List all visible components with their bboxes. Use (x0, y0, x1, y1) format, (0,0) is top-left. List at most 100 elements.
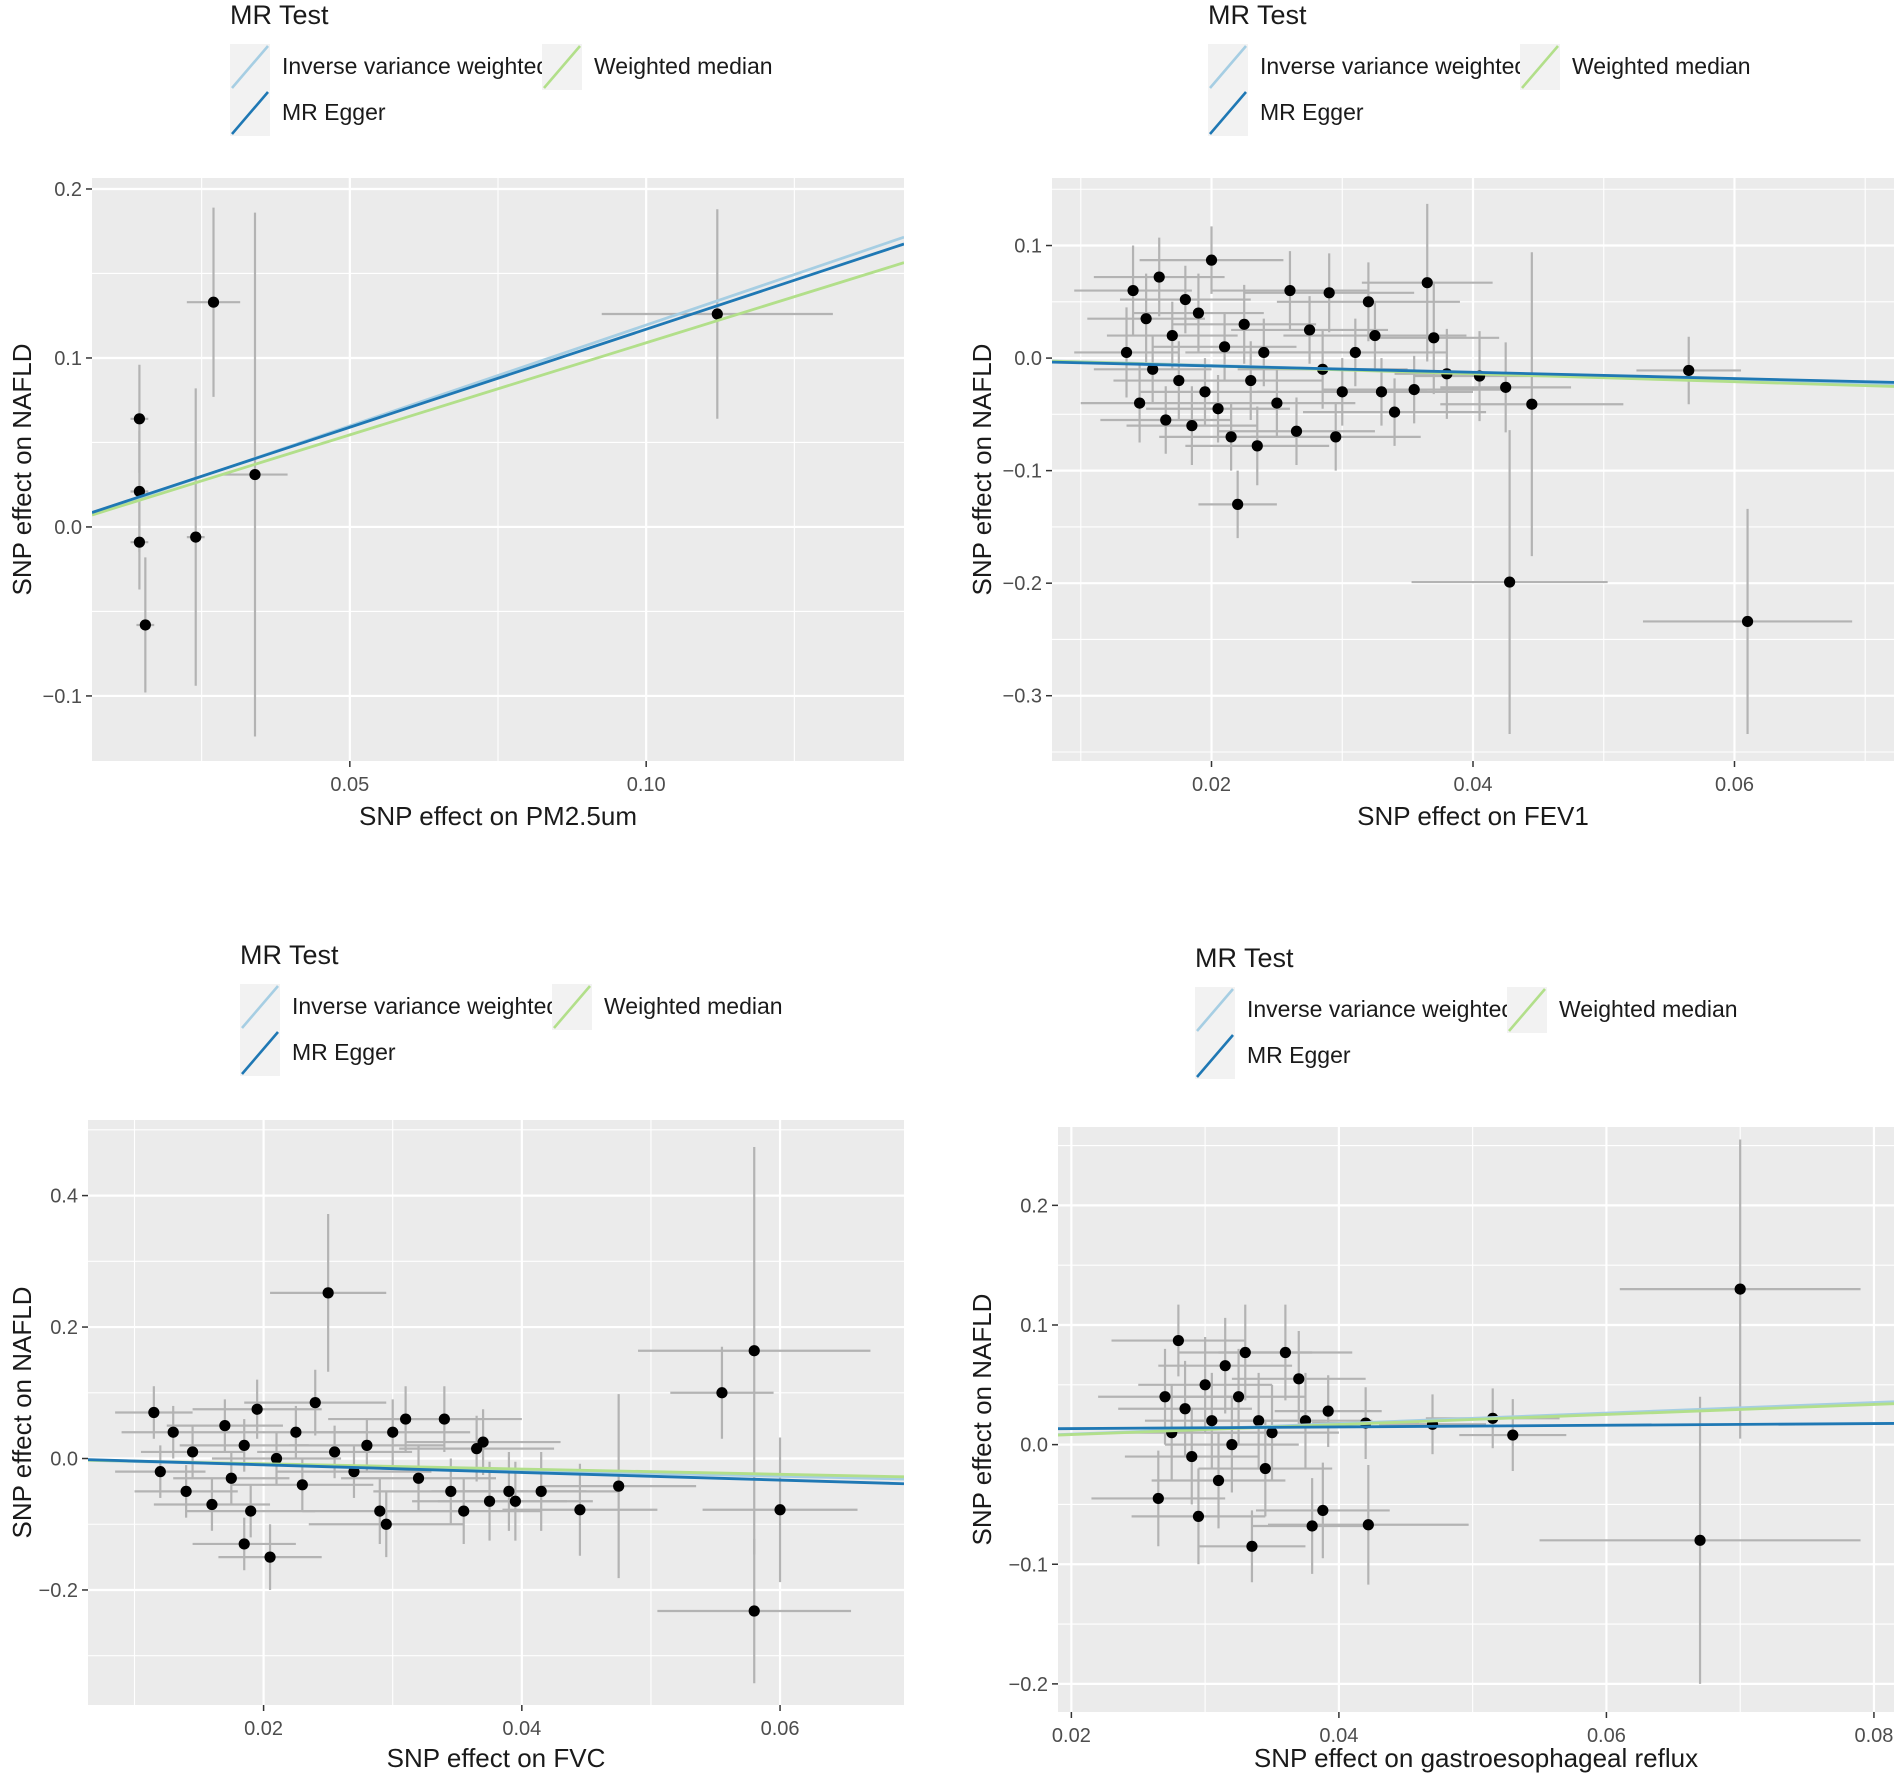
data-point (1362, 1519, 1374, 1531)
y-tick-label: 0.0 (50, 1449, 78, 1471)
data-point (249, 468, 261, 481)
data-point (264, 1551, 276, 1563)
legend-label: Weighted median (1572, 53, 1751, 79)
chart-pm25: MR Test Inverse variance weighted Weighted… (7, 0, 904, 831)
legend-label: MR Egger (1260, 99, 1364, 125)
data-point (1428, 332, 1440, 344)
data-point (1303, 324, 1316, 336)
x-axis-label: SNP effect on FEV1 (1357, 801, 1589, 831)
mr-egger-line (92, 242, 904, 514)
data-point (1251, 440, 1263, 452)
data-point (219, 1420, 231, 1432)
data-point (245, 1505, 257, 1517)
data-point (1741, 615, 1754, 628)
y-axis-label: SNP effect on NAFLD (967, 344, 997, 596)
mr-egger-line (88, 1458, 904, 1486)
major-grid (1052, 178, 1894, 761)
x-tick-label: 0.02 (244, 1718, 283, 1740)
x-tick-label: 0.02 (1192, 774, 1231, 796)
legend-weighted-median: Weighted median (552, 984, 783, 1030)
x-tick-label: 0.06 (1587, 1725, 1626, 1747)
data-point (329, 1446, 341, 1458)
legend-title: MR Test (230, 0, 329, 30)
data-point (1120, 346, 1133, 359)
data-point (1683, 364, 1695, 377)
data-point (1258, 346, 1270, 359)
data-point (1293, 1373, 1305, 1385)
x-tick-label: 0.04 (1319, 1725, 1358, 1747)
x-tick-label: 0.06 (761, 1718, 800, 1740)
y-tick-label: −0.1 (1009, 1554, 1048, 1576)
data-point (1694, 1534, 1706, 1546)
data-point (1317, 1504, 1329, 1517)
legend-title: MR Test (240, 940, 339, 970)
data-point (1253, 1415, 1265, 1427)
data-points (1152, 1283, 1746, 1552)
data-point (1245, 374, 1257, 387)
data-point (1421, 277, 1433, 289)
data-point (1306, 1520, 1318, 1532)
data-point (1140, 313, 1152, 325)
y-tick-label: 0.0 (1014, 348, 1042, 370)
y-tick-label: 0.0 (54, 517, 82, 539)
legend-ivw: Inverse variance weighted (1208, 44, 1527, 90)
data-point (1199, 1379, 1211, 1391)
major-grid (88, 1120, 904, 1705)
data-point (1199, 386, 1211, 398)
axes: 0.05 0.10 −0.1 0.0 0.1 0.2 SNP effect on PM2.5… (7, 179, 666, 831)
data-point (774, 1504, 786, 1516)
data-point (1186, 1450, 1198, 1463)
data-point (1160, 414, 1172, 426)
x-tick-label: 0.10 (627, 774, 666, 796)
legend-key-line (553, 985, 591, 1029)
data-point (387, 1426, 399, 1438)
y-axis-label: SNP effect on NAFLD (7, 344, 37, 596)
data-point (1152, 1492, 1164, 1505)
data-point (1179, 1403, 1191, 1415)
legend-label: Inverse variance weighted (1247, 996, 1514, 1022)
y-axis-label: SNP effect on NAFLD (967, 1294, 997, 1546)
data-point (180, 1485, 192, 1497)
data-point (1172, 1334, 1184, 1347)
data-point (186, 1446, 199, 1458)
chart-fev1: MR Test Inverse variance weighted Weighted… (967, 0, 1894, 831)
data-point (483, 1495, 496, 1507)
y-tick-label: −0.2 (1009, 1674, 1048, 1696)
data-point (1349, 346, 1361, 359)
y-tick-label: 0.2 (50, 1317, 78, 1339)
y-tick-label: 0.1 (1020, 1315, 1048, 1337)
y-tick-label: −0.1 (43, 686, 82, 708)
data-point (1362, 296, 1375, 308)
x-tick-label: 0.04 (502, 1718, 541, 1740)
x-tick-label: 0.06 (1715, 774, 1754, 796)
mr-egger-line (1052, 360, 1894, 384)
legend-title: MR Test (1208, 0, 1307, 30)
legend-mr-egger: MR Egger (1195, 1033, 1351, 1079)
weighted-median-line (92, 261, 904, 517)
data-point (748, 1605, 760, 1617)
legend-title: MR Test (1195, 943, 1294, 973)
data-point (296, 1479, 308, 1491)
data-point (400, 1413, 412, 1425)
data-point (322, 1287, 334, 1299)
data-point (1133, 397, 1146, 409)
data-point (438, 1413, 450, 1425)
chart-fvc: MR Test Inverse variance weighted Weighted… (7, 940, 904, 1773)
data-point (1336, 386, 1348, 398)
data-point (1734, 1283, 1746, 1295)
mr-egger-line (1058, 1422, 1894, 1431)
data-point (535, 1485, 547, 1497)
data-point (139, 619, 151, 631)
y-tick-label: 0.2 (54, 179, 82, 201)
data-point (374, 1505, 386, 1517)
data-point (1259, 1462, 1271, 1475)
legend-key-line (543, 45, 581, 89)
regression-lines (1058, 1400, 1894, 1437)
y-tick-label: 0.2 (1020, 1195, 1048, 1217)
data-point (1147, 363, 1159, 375)
data-point (225, 1472, 237, 1484)
axes: 0.02 0.04 0.06 0.08 −0.2 −0.1 0.0 0.1 0.2 SNP eff… (967, 1195, 1893, 1773)
y-tick-label: −0.1 (1003, 461, 1042, 483)
data-point (1232, 1391, 1245, 1403)
